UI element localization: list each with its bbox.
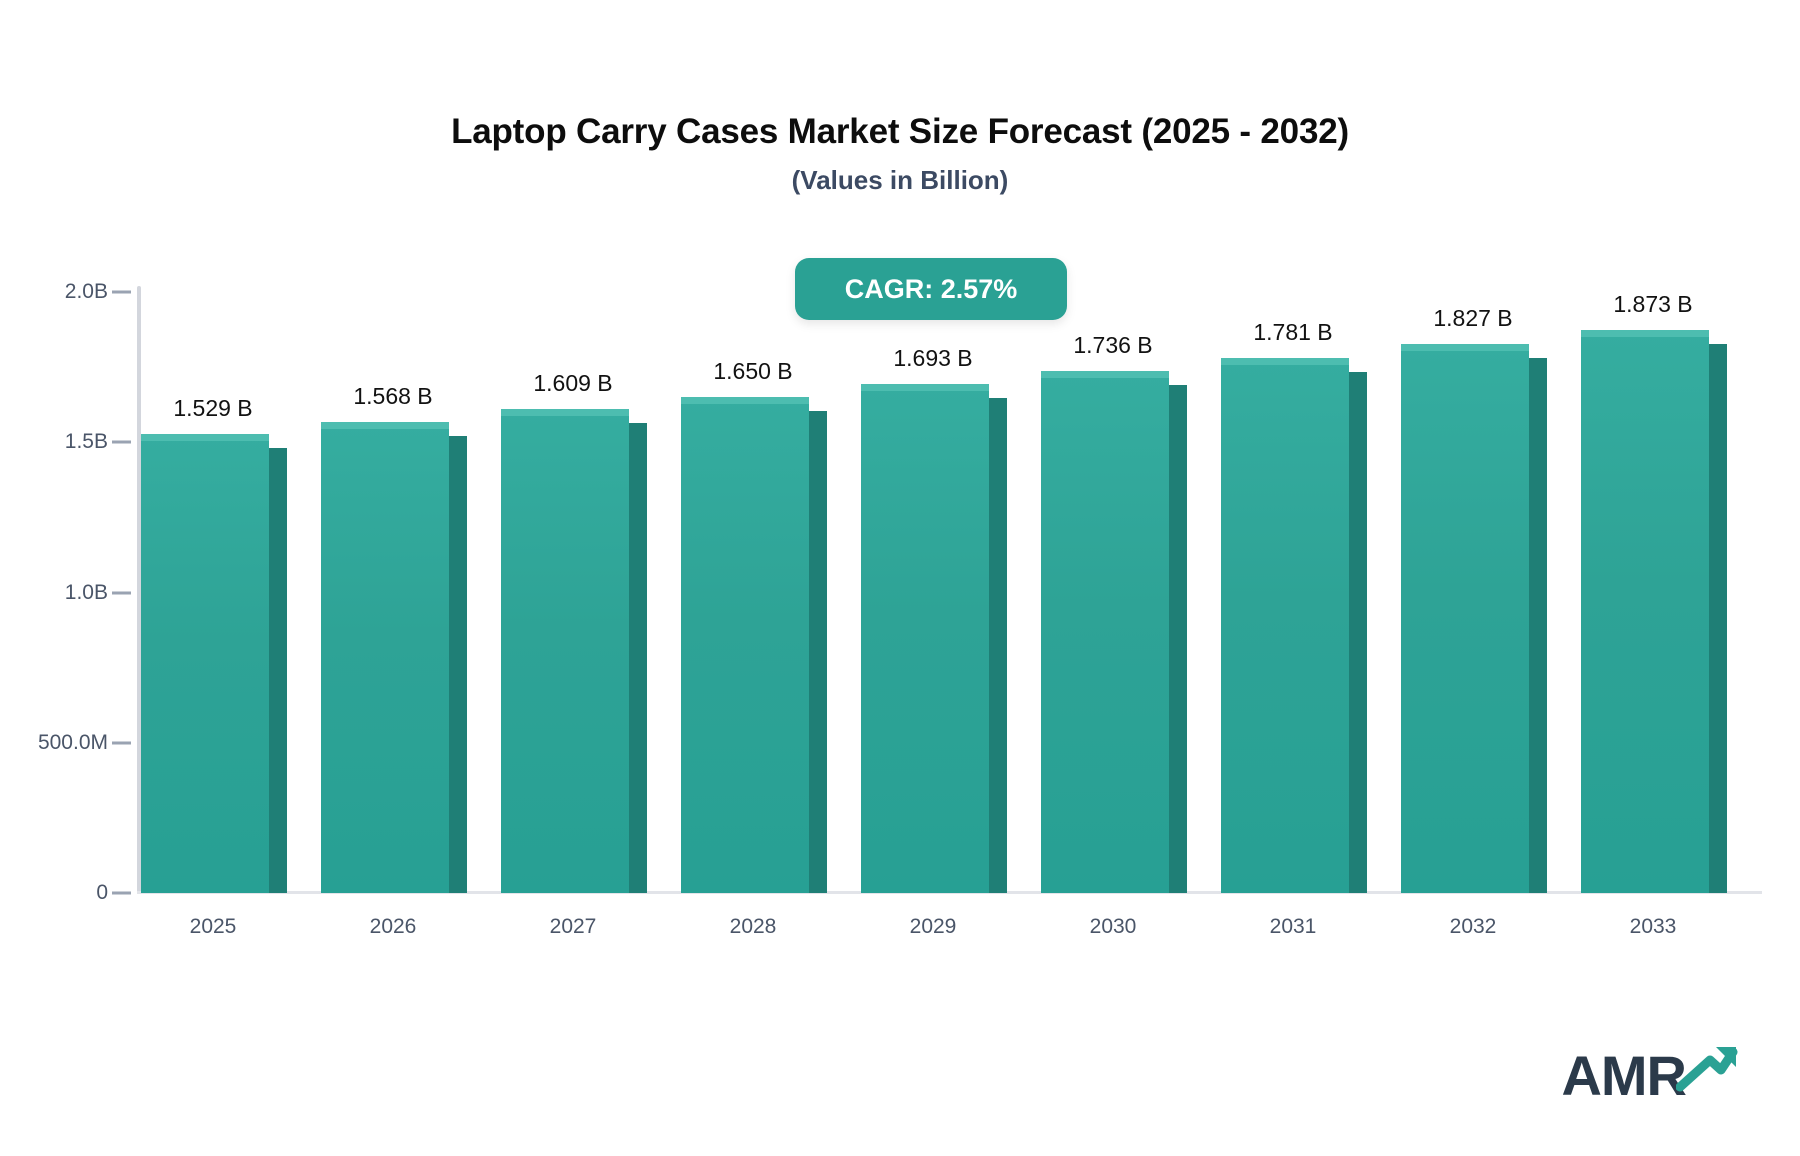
x-axis-tick-label: 2030 xyxy=(1089,915,1137,938)
bar-side-face xyxy=(629,423,647,893)
bar-front-face xyxy=(321,422,449,893)
y-axis-tick-mark xyxy=(112,741,131,745)
y-axis-tick-label: 1.0B xyxy=(64,580,108,604)
bar-side-face xyxy=(1349,372,1367,893)
bar-front-face xyxy=(1581,330,1709,893)
y-axis-tick-mark xyxy=(112,891,131,895)
bar-value-label: 1.736 B xyxy=(1073,332,1153,358)
bar-front-face xyxy=(1401,344,1529,893)
cagr-badge-label: CAGR: 2.57% xyxy=(844,273,1018,304)
bar-top-face xyxy=(681,397,809,404)
bar-front-face xyxy=(1221,358,1349,893)
x-axis-tick-label: 2028 xyxy=(729,915,777,938)
x-axis-tick-label: 2025 xyxy=(189,915,237,938)
bar-front-face xyxy=(861,384,989,893)
bar-column[interactable]: 1.736 B xyxy=(1041,311,1187,893)
bar-top-face xyxy=(1581,330,1709,337)
x-axis-tick-label: 2032 xyxy=(1449,915,1497,938)
bar-top-face xyxy=(1221,358,1349,365)
bar-column[interactable]: 1.568 B xyxy=(321,362,467,893)
y-axis-line xyxy=(137,286,141,894)
bar-front-face xyxy=(681,397,809,893)
y-axis-tick-mark xyxy=(112,591,131,594)
x-axis-tick-label: 2027 xyxy=(549,915,597,938)
y-axis-tick-label: 500.0M xyxy=(37,730,108,754)
bar-column[interactable]: 1.827 B xyxy=(1401,284,1547,893)
bar-value-label: 1.568 B xyxy=(353,383,433,409)
bar-front-face xyxy=(141,434,269,893)
cagr-badge: CAGR: 2.57% xyxy=(795,258,1067,320)
bar-column[interactable]: 1.781 B xyxy=(1221,298,1367,893)
bar-value-label: 1.529 B xyxy=(173,395,253,421)
bar-side-face xyxy=(269,448,287,893)
bar-value-label: 1.609 B xyxy=(533,370,613,396)
amr-logo: AMR xyxy=(1561,1042,1738,1104)
x-axis-tick-label: 2029 xyxy=(909,915,957,938)
bar-column[interactable]: 1.693 B xyxy=(861,324,1007,893)
bar-top-face xyxy=(321,422,449,429)
bar-value-label: 1.693 B xyxy=(893,345,973,371)
page-title: Laptop Carry Cases Market Size Forecast … xyxy=(451,112,1349,151)
bar-side-face xyxy=(809,411,827,893)
bar-value-label: 1.873 B xyxy=(1613,291,1693,317)
bar-top-face xyxy=(861,384,989,391)
bar-column[interactable]: 1.529 B xyxy=(141,374,287,893)
amr-logo-text: AMR xyxy=(1561,1044,1687,1107)
bar-top-face xyxy=(141,434,269,441)
x-axis-tick-label: 2031 xyxy=(1269,915,1317,938)
y-axis-tick-label: 1.5B xyxy=(64,430,108,454)
bar-column[interactable]: 1.873 B xyxy=(1581,270,1727,893)
growth-arrow-icon xyxy=(1675,1043,1738,1098)
bar-side-face xyxy=(1529,358,1547,893)
bar-side-face xyxy=(1169,385,1187,893)
y-axis-tick-mark xyxy=(112,290,131,294)
y-axis-tick-label: 2.0B xyxy=(64,280,108,303)
bar-front-face xyxy=(1041,371,1169,893)
bar-value-label: 1.781 B xyxy=(1253,319,1333,345)
x-axis-tick-label: 2033 xyxy=(1629,915,1677,938)
bar-value-label: 1.827 B xyxy=(1433,305,1513,331)
bar-side-face xyxy=(449,436,467,893)
bar-side-face xyxy=(1709,344,1727,893)
x-axis-tick-label: 2026 xyxy=(369,915,417,938)
bar-top-face xyxy=(501,409,629,416)
bar-column[interactable]: 1.650 B xyxy=(681,337,827,893)
bar-value-label: 1.650 B xyxy=(713,358,793,384)
y-axis-tick-label: 0 xyxy=(96,881,108,904)
y-axis-tick-mark xyxy=(112,440,131,444)
bar-front-face xyxy=(501,409,629,893)
page-subtitle: (Values in Billion) xyxy=(791,165,1009,195)
bar-top-face xyxy=(1041,371,1169,378)
bar-column[interactable]: 1.609 B xyxy=(501,349,647,893)
bar-side-face xyxy=(989,398,1007,893)
bar-top-face xyxy=(1401,344,1529,351)
